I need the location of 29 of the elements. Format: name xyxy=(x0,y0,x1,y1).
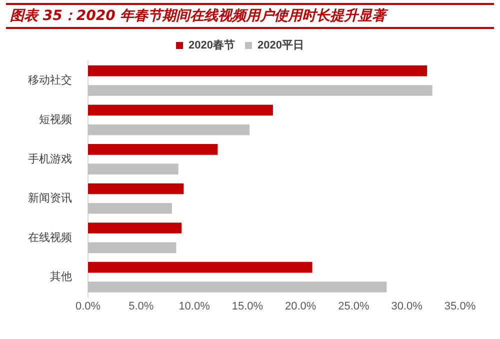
x-tick-label: 20.0% xyxy=(284,300,316,312)
y-tick-label: 新闻资讯 xyxy=(28,192,72,205)
x-tick-label: 30.0% xyxy=(391,300,423,312)
legend-label: 2020平日 xyxy=(258,40,304,52)
bar xyxy=(88,104,273,116)
y-tick-label: 其他 xyxy=(50,270,72,284)
x-tick-label: 25.0% xyxy=(338,300,370,312)
bar xyxy=(88,124,250,136)
bar xyxy=(88,144,218,155)
bar xyxy=(88,183,184,194)
bar xyxy=(88,262,312,273)
x-tick-label: 5.0% xyxy=(128,300,154,312)
bar xyxy=(88,222,182,234)
chart-title: 图表 35：2020 年春节期间在线视频用户使用时长提升显著 xyxy=(6,3,494,29)
x-tick-label: 10.0% xyxy=(178,300,210,312)
legend-label: 2020春节 xyxy=(188,38,236,52)
y-tick-label: 在线视频 xyxy=(28,230,72,244)
bar xyxy=(88,85,432,96)
y-tick-label: 短视频 xyxy=(39,112,72,126)
x-tick-label: 0.0% xyxy=(75,300,101,312)
x-tick-label: 15.0% xyxy=(232,300,264,312)
bar xyxy=(88,164,178,174)
bar xyxy=(88,282,387,292)
y-tick-label: 移动社交 xyxy=(28,74,72,87)
bar xyxy=(88,202,172,214)
x-tick-label: 35.0% xyxy=(444,300,476,312)
y-tick-label: 手机游戏 xyxy=(28,152,72,166)
bar xyxy=(88,242,176,254)
bar xyxy=(88,65,428,76)
